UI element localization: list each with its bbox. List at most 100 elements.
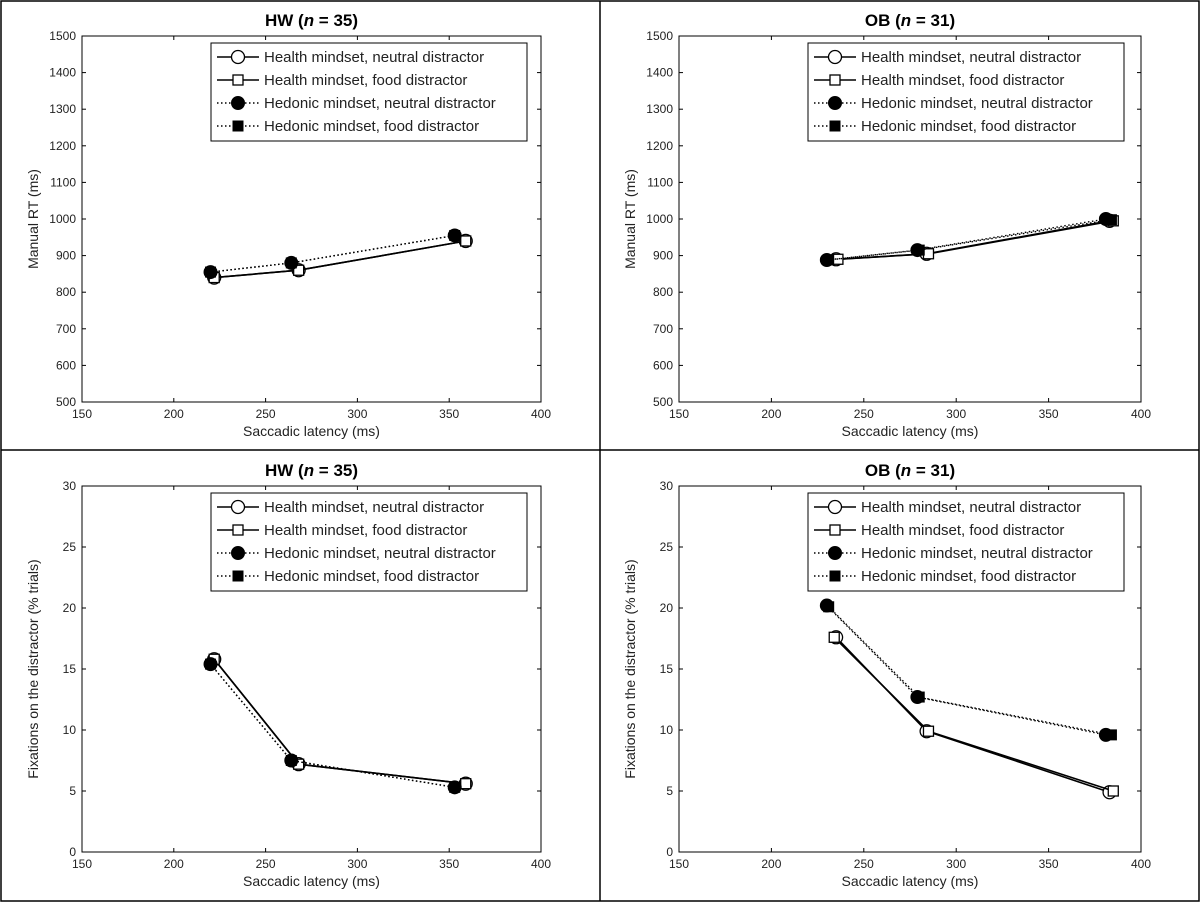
legend-marker (232, 74, 244, 86)
series-hedonic-food-point (285, 755, 297, 766)
series-health-food-point (292, 264, 305, 276)
series-hedonic-food-point (1105, 729, 1117, 741)
legend-label: Health mindset, food distractor (264, 72, 467, 89)
legend-marker (232, 524, 244, 536)
y-tick-label: 25 (63, 540, 77, 554)
legend-label: Hedonic mindset, neutral distractor (264, 545, 496, 562)
series-hedonic-food-point (205, 266, 217, 278)
y-axis-label: Manual RT (ms) (622, 169, 638, 269)
series-hedonic-food-line (209, 663, 455, 788)
chart-title-group: HW ( (265, 461, 304, 480)
legend-label: Hedonic mindset, food distractor (861, 568, 1076, 585)
y-axis-label: Fixations on the distractor (% trials) (622, 559, 638, 778)
y-tick-label: 15 (660, 662, 674, 676)
series-hedonic-food-point (205, 658, 217, 670)
y-tick-label: 900 (56, 249, 76, 263)
x-tick-label: 400 (531, 857, 551, 871)
legend-label: Health mindset, food distractor (264, 522, 467, 539)
legend: Health mindset, neutral distractor Health… (807, 492, 1125, 592)
x-axis-label: Saccadic latency (ms) (243, 873, 380, 889)
legend-marker (829, 74, 841, 86)
legend-label: Health mindset, food distractor (861, 522, 1064, 539)
y-tick-label: 25 (660, 540, 674, 554)
series-hedonic-food (205, 658, 461, 793)
y-tick-label: 15 (63, 662, 77, 676)
y-tick-label: 0 (69, 845, 76, 859)
y-tick-label: 900 (653, 249, 673, 263)
series-health-food-point (1107, 785, 1119, 797)
legend-marker (829, 524, 841, 536)
legend-label: Health mindset, neutral distractor (264, 499, 484, 516)
series-hedonic-food-point (823, 601, 835, 613)
legend-label: Hedonic mindset, neutral distractor (861, 95, 1093, 112)
series-hedonic-food-point (449, 229, 461, 241)
chart-title-n-symbol: n (901, 461, 911, 480)
series-hedonic-food-point (913, 691, 925, 703)
series-health-food-point (922, 248, 935, 260)
x-tick-label: 300 (946, 857, 966, 871)
y-tick-label: 1400 (49, 66, 76, 80)
legend-marker (232, 570, 244, 582)
x-tick-label: 250 (256, 857, 276, 871)
chart-panel-1: HW (n = 35) 150 200 250 300 350 400 500 600 700 80… (25, 11, 551, 439)
x-tick-label: 200 (164, 857, 184, 871)
legend: Health mindset, neutral distractor Health… (210, 42, 528, 142)
x-tick-label: 150 (669, 407, 689, 421)
legend-marker (829, 120, 841, 132)
series-hedonic-food (205, 229, 461, 278)
chart-title-n-value: = 35) (314, 11, 358, 30)
y-tick-label: 20 (63, 601, 77, 615)
legend-marker (827, 49, 843, 65)
chart-title-group: OB ( (865, 461, 901, 480)
x-tick-label: 250 (256, 407, 276, 421)
legend-box (210, 42, 528, 142)
chart-title-n-value: = 31) (911, 11, 955, 30)
y-tick-label: 1000 (646, 212, 673, 226)
series-hedonic-food-point (449, 781, 461, 793)
y-tick-label: 30 (63, 479, 77, 493)
chart-title-group: OB ( (865, 11, 901, 30)
chart-title-n-symbol: n (304, 11, 314, 30)
chart-panel-3: HW (n = 35) 150 200 250 300 350 400 0 5 10 15 20 25 3… (25, 461, 551, 889)
series-health-food-point (460, 235, 472, 247)
y-tick-label: 1100 (647, 175, 673, 189)
series-hedonic-food-point (823, 254, 835, 266)
x-tick-label: 200 (761, 857, 781, 871)
y-tick-label: 10 (63, 723, 77, 737)
y-tick-label: 600 (56, 358, 76, 372)
legend-label: Health mindset, food distractor (861, 72, 1064, 89)
chart-panel-2: OB (n = 31) 150 200 250 300 350 400 500 600 700 80… (622, 11, 1151, 439)
legend-marker (230, 49, 246, 65)
y-tick-label: 1100 (50, 175, 76, 189)
y-tick-label: 700 (56, 322, 76, 336)
series-hedonic-food-point (913, 244, 925, 256)
legend-box (807, 492, 1125, 592)
x-tick-label: 150 (72, 857, 92, 871)
y-tick-label: 600 (653, 358, 673, 372)
y-axis-label: Fixations on the distractor (% trials) (25, 559, 41, 778)
x-tick-label: 400 (1131, 407, 1151, 421)
legend: Health mindset, neutral distractor Health… (210, 492, 528, 592)
legend: Health mindset, neutral distractor Health… (807, 42, 1125, 142)
x-axis-label: Saccadic latency (ms) (243, 423, 380, 439)
chart-title-group: HW ( (265, 11, 304, 30)
legend-label: Health mindset, neutral distractor (861, 499, 1081, 516)
legend-label: Hedonic mindset, food distractor (861, 118, 1076, 135)
series-health-food-point (922, 725, 935, 737)
legend-marker (232, 120, 244, 132)
x-tick-label: 250 (854, 407, 874, 421)
y-tick-label: 5 (666, 784, 673, 798)
legend-label: Health mindset, neutral distractor (264, 49, 484, 66)
legend-marker (828, 546, 842, 560)
chart-title-n-value: = 31) (911, 461, 955, 480)
chart-panel-4: OB (n = 31) 150 200 250 300 350 400 0 5 10 15 20 25 3… (622, 461, 1151, 889)
x-tick-label: 200 (761, 407, 781, 421)
legend-marker (231, 96, 245, 110)
chart-title: HW (n = 35) (265, 11, 358, 30)
y-axis-label: Manual RT (ms) (25, 169, 41, 269)
series-health-food (828, 631, 1119, 797)
x-tick-label: 400 (1131, 857, 1151, 871)
x-tick-label: 200 (164, 407, 184, 421)
